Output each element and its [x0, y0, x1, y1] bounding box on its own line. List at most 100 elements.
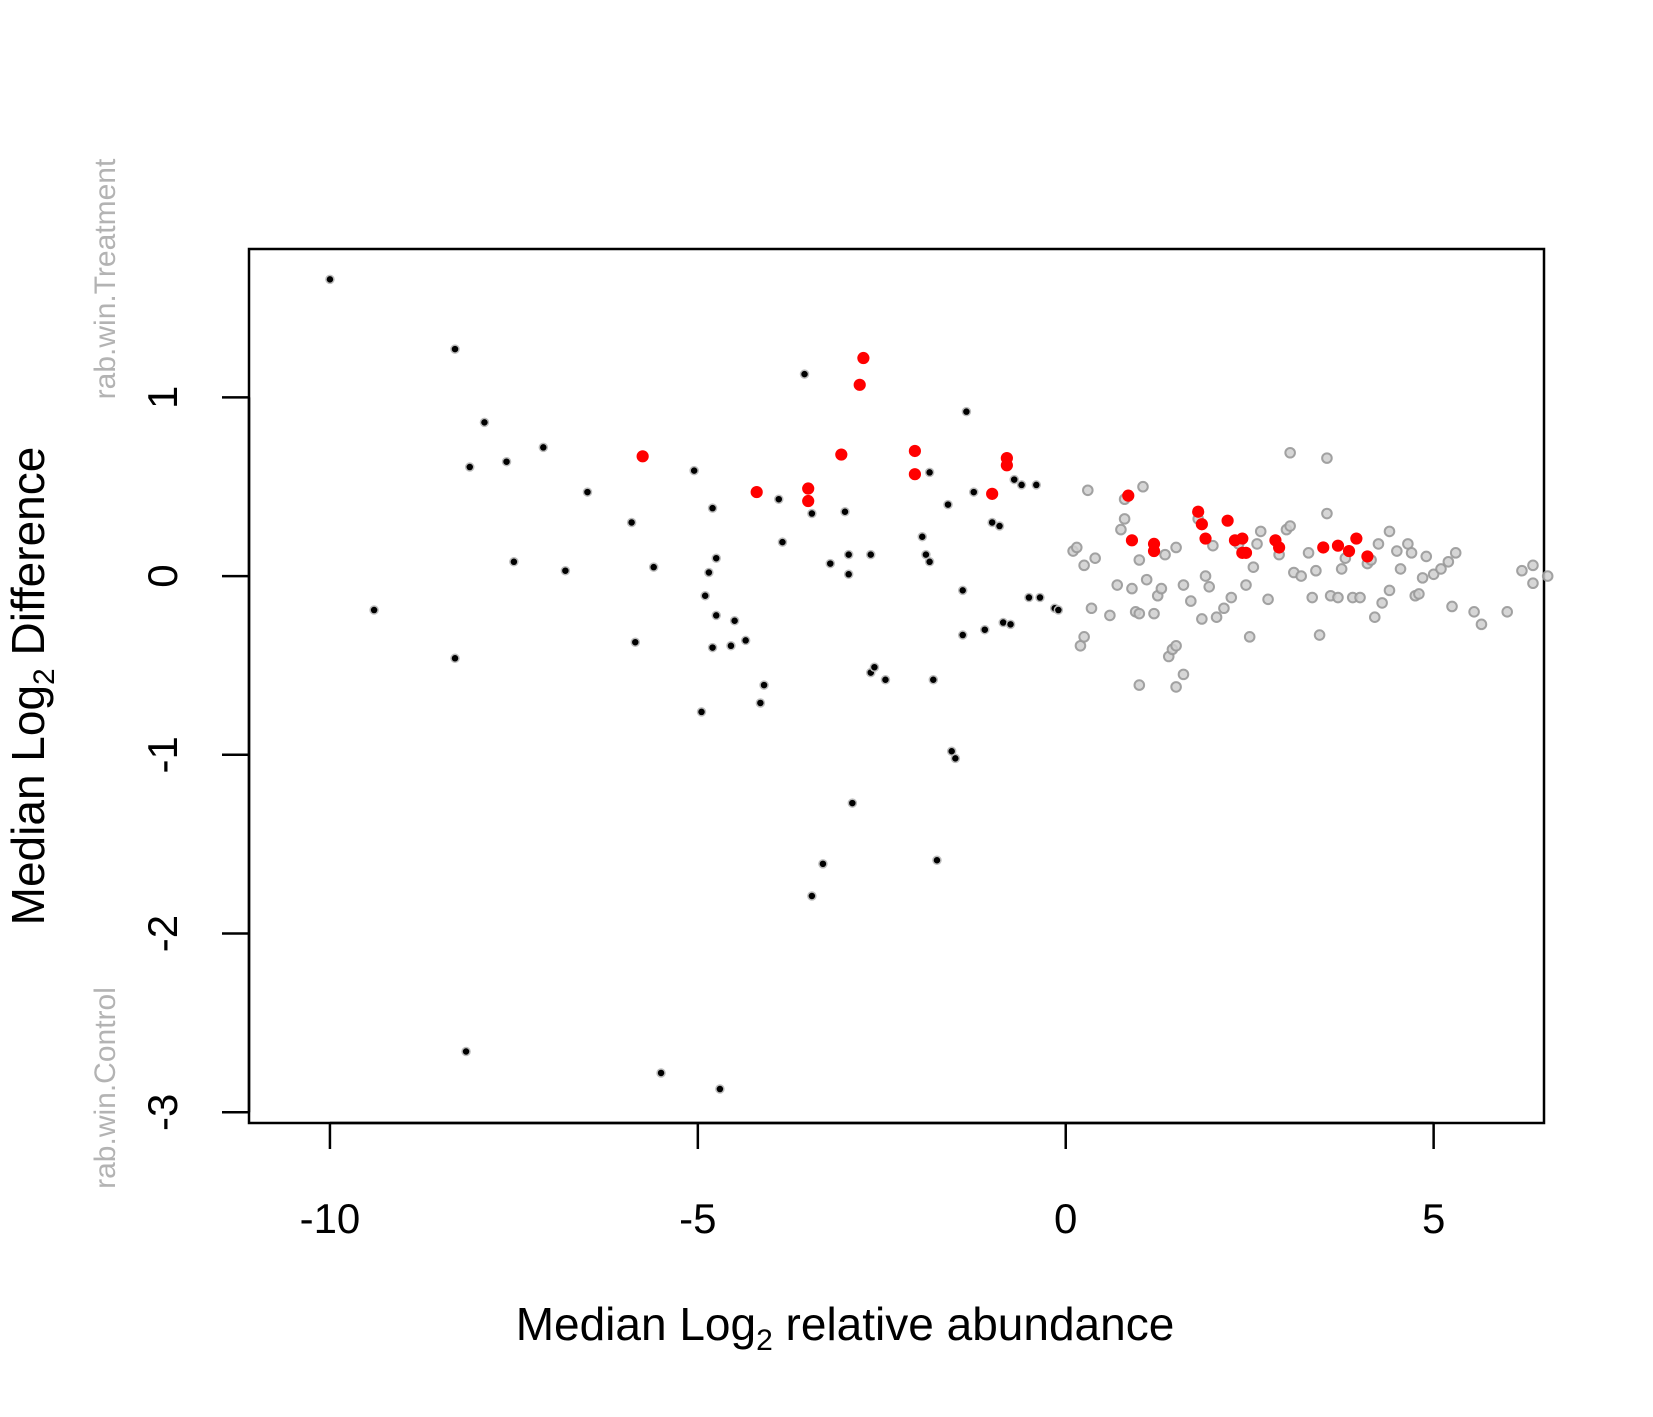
abundant-point: [1243, 631, 1256, 643]
abundant-point: [1449, 547, 1462, 559]
abundant-point: [1416, 572, 1429, 584]
abundant-point: [1078, 559, 1090, 572]
abundant-point: [1082, 484, 1094, 497]
abundant-point: [1413, 588, 1425, 600]
abundant-point: [1284, 446, 1296, 459]
rare-point: [582, 487, 593, 497]
rare-point: [932, 855, 942, 866]
abundant-point: [1313, 629, 1326, 641]
rare-point: [825, 558, 836, 569]
abundant-point: [1133, 554, 1146, 566]
rare-point: [704, 567, 714, 578]
abundant-point: [1225, 591, 1238, 604]
highlighted-point: [1342, 544, 1356, 558]
abundant-point: [1295, 570, 1307, 582]
rare-point: [759, 680, 769, 690]
rare-point: [707, 503, 718, 513]
axes-layer: -10 -5 0 510-1-2-3: [139, 386, 1445, 1242]
abundant-point: [1405, 547, 1418, 559]
abundant-point: [1085, 602, 1098, 615]
rare-point: [479, 417, 490, 428]
plot-frame: [247, 247, 1546, 1125]
rare-point: [450, 653, 460, 664]
highlighted-point: [853, 378, 866, 391]
rare-point: [957, 630, 968, 640]
abundant-point: [1240, 579, 1252, 591]
rare-point: [696, 707, 707, 717]
x-tick-label: -5: [679, 1195, 716, 1242]
abundant-point: [1155, 582, 1168, 595]
rare-point: [501, 456, 512, 467]
rare-point: [464, 462, 475, 472]
points-layer: [325, 274, 1554, 1094]
rare-point: [928, 674, 939, 685]
rare-point: [715, 1084, 725, 1094]
abundant-point: [1391, 545, 1403, 557]
rare-point: [755, 698, 766, 708]
abundant-point: [1475, 618, 1488, 631]
highlighted-point: [1147, 544, 1161, 558]
abundant-point: [1185, 595, 1197, 607]
abundant-point: [1527, 559, 1539, 572]
rare-point: [921, 549, 931, 560]
abundant-point: [1368, 611, 1381, 623]
abundant-point: [1383, 584, 1396, 597]
abundant-point: [1383, 525, 1396, 538]
highlighted-point: [908, 468, 921, 481]
abundant-point: [1177, 668, 1190, 681]
y-tick-label: -1: [139, 736, 186, 773]
rare-point: [880, 674, 891, 685]
abundant-point: [1284, 520, 1296, 532]
rare-point: [818, 859, 828, 869]
x-tick-label: 5: [1422, 1195, 1445, 1242]
abundant-point: [1210, 611, 1223, 623]
abundant-point: [1170, 541, 1182, 554]
rare-point: [461, 1046, 471, 1057]
rare-point: [843, 549, 854, 560]
abundant-point: [1148, 607, 1160, 620]
highlighted-point: [986, 487, 999, 500]
y-tick-label: 1: [139, 386, 186, 409]
rare-point: [450, 344, 460, 354]
highlighted-point: [857, 351, 870, 365]
abundant-point: [1196, 613, 1208, 625]
rare-point: [626, 517, 637, 528]
x-axis-title: Median Log2 relative abundance: [516, 1298, 1175, 1357]
rare-point: [656, 1068, 666, 1078]
highlighted-point: [1125, 534, 1139, 547]
rare-point: [726, 641, 736, 651]
abundant-point: [1104, 609, 1116, 622]
abundant-point: [1203, 581, 1216, 593]
rare-point: [980, 624, 990, 635]
abundant-point: [1321, 507, 1333, 520]
rare-point: [774, 494, 784, 504]
rare-point: [847, 798, 858, 808]
highlighted-point: [802, 494, 815, 508]
rare-point: [707, 642, 718, 653]
rare-point: [843, 569, 854, 580]
rare-point: [1005, 619, 1016, 630]
rare-point: [689, 465, 699, 476]
abundant-point: [1111, 579, 1124, 591]
abundant-point: [1446, 600, 1458, 613]
highlighted-point: [1317, 541, 1330, 554]
abundant-point: [1115, 523, 1127, 536]
abundant-point: [1207, 539, 1219, 552]
y-tick-label: 0: [139, 564, 186, 587]
abundant-point: [1435, 563, 1447, 575]
y-tick-label: -2: [139, 915, 186, 952]
abundant-point: [1218, 602, 1230, 615]
abundant-point: [1254, 525, 1267, 538]
rare-point: [950, 753, 961, 764]
x-tick-label: 0: [1054, 1195, 1077, 1242]
rare-point: [1024, 592, 1034, 603]
rare-point: [807, 508, 817, 519]
abundant-point: [1420, 550, 1433, 563]
rare-point: [1053, 605, 1064, 615]
abundant-point: [1541, 570, 1554, 582]
rare-point: [325, 274, 335, 285]
abundant-point: [1321, 452, 1333, 464]
rare-point: [943, 499, 953, 510]
rare-point: [560, 565, 571, 576]
